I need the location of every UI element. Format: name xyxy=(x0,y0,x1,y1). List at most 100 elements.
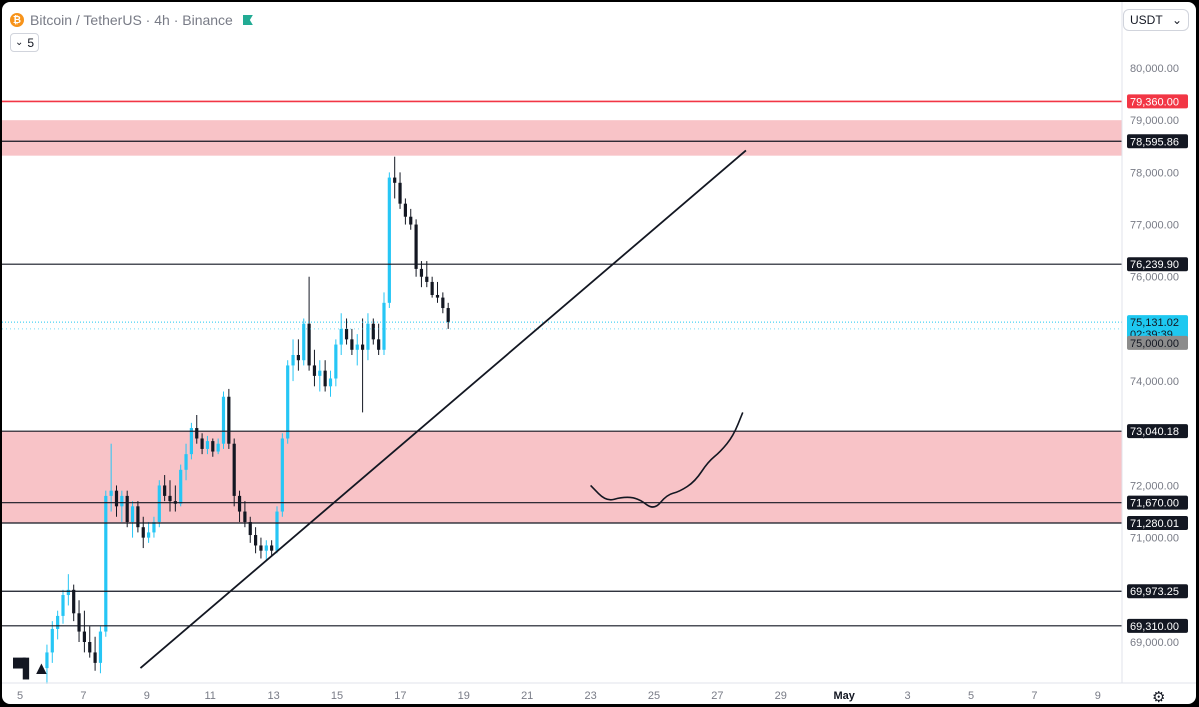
candle-body xyxy=(382,302,386,350)
last-price-label-bg xyxy=(1127,315,1188,342)
level-69310-label-bg xyxy=(1127,618,1188,633)
candle-body xyxy=(163,485,167,496)
candle-body xyxy=(66,589,70,596)
level-69973-label-bg xyxy=(1127,584,1188,599)
candle-body xyxy=(312,365,317,376)
chevron-down-icon: ⌄ xyxy=(1171,13,1182,27)
ascending-trendline xyxy=(139,149,747,669)
settings-gear-icon[interactable]: ⚙ xyxy=(1152,689,1166,704)
candle-body xyxy=(141,527,145,538)
candle-body xyxy=(114,490,119,507)
candle-body xyxy=(200,438,204,449)
y-tick-label: 78,000.00 xyxy=(1130,167,1179,179)
x-tick-label: 7 xyxy=(80,690,86,702)
market-open-flag-icon xyxy=(242,15,253,25)
level-78595-label: 78,595.86 xyxy=(1130,136,1179,148)
x-tick-label: 15 xyxy=(331,690,343,702)
candle-body xyxy=(227,396,231,444)
candle-body xyxy=(146,532,151,538)
y-tick-label: 72,000.00 xyxy=(1130,480,1179,492)
candle-body xyxy=(366,323,370,350)
candle-body xyxy=(323,370,327,387)
tradingview-logo-icon[interactable]: ▀▌▲ xyxy=(13,658,50,678)
candle-body xyxy=(328,378,333,387)
candle-body xyxy=(72,589,76,614)
candle-body xyxy=(56,615,60,629)
demand-zone xyxy=(2,431,1122,524)
candle-body xyxy=(61,595,65,616)
candle-body xyxy=(109,490,113,496)
symbol-header[interactable]: ₿ Bitcoin / TetherUS · 4h · Binance xyxy=(10,10,253,30)
candle-body xyxy=(253,535,258,546)
candle-body xyxy=(259,545,263,551)
x-tick-label: 23 xyxy=(584,690,596,702)
candle-body xyxy=(302,323,306,361)
candle-body xyxy=(125,495,129,522)
x-tick-label: 11 xyxy=(204,690,215,702)
level-71280-label-bg xyxy=(1127,516,1188,531)
candle-body xyxy=(446,308,450,323)
candle-body xyxy=(157,485,161,522)
x-tick-label: 9 xyxy=(144,690,150,702)
x-tick-label: 29 xyxy=(775,690,787,702)
y-tick-label: 69,000.00 xyxy=(1130,637,1179,649)
last-price-label: 75,131.02 xyxy=(1130,317,1179,329)
round-level-label-bg xyxy=(1127,335,1188,350)
candle-body xyxy=(237,495,242,512)
bitcoin-icon: ₿ xyxy=(10,13,24,27)
resistance-red-label: 79,360.00 xyxy=(1130,96,1179,108)
candle-body xyxy=(307,323,311,366)
candle-body xyxy=(120,495,124,507)
candle-body xyxy=(355,344,359,350)
candle-body xyxy=(435,294,440,298)
y-tick-label: 74,000.00 xyxy=(1130,376,1179,388)
indicators-count: 5 xyxy=(27,35,35,50)
candle-body xyxy=(291,355,295,366)
candle-body xyxy=(248,521,252,536)
candle-body xyxy=(280,438,284,512)
candle-body xyxy=(360,344,365,350)
level-76239-label: 76,239.90 xyxy=(1130,259,1179,271)
indicators-toggle-button[interactable]: ⌄ 5 xyxy=(10,33,40,52)
candle-body xyxy=(179,469,183,504)
level-71280-label: 71,280.01 xyxy=(1130,518,1179,530)
level-69310-label: 69,310.00 xyxy=(1130,621,1179,633)
candle-body xyxy=(339,328,343,345)
candle-body xyxy=(270,545,274,551)
candle-body xyxy=(403,203,407,217)
x-tick-label: 5 xyxy=(17,690,23,702)
candle-body xyxy=(441,297,445,309)
chevron-down-icon: ⌄ xyxy=(15,37,24,48)
x-tick-label: 17 xyxy=(394,690,406,702)
candle-body xyxy=(93,652,97,663)
candle-body xyxy=(130,506,135,522)
x-tick-label: 3 xyxy=(905,690,911,702)
candle-body xyxy=(350,339,354,350)
level-78595-label-bg xyxy=(1127,134,1188,149)
x-tick-label: 21 xyxy=(521,690,533,702)
candle-body xyxy=(211,441,215,452)
level-73040-label-bg xyxy=(1127,424,1188,439)
candle-body xyxy=(221,396,226,444)
level-71670-label-bg xyxy=(1127,495,1188,510)
x-tick-label: 27 xyxy=(711,690,723,702)
level-69973-label: 69,973.25 xyxy=(1130,586,1179,598)
candle-body xyxy=(216,443,220,452)
candle-body xyxy=(77,613,81,632)
y-tick-label: 79,000.00 xyxy=(1130,115,1179,127)
candle-body xyxy=(377,339,381,350)
candle-body xyxy=(184,454,188,470)
candle-body xyxy=(286,365,290,439)
resistance-red-label-bg xyxy=(1127,94,1188,109)
candle-body xyxy=(136,506,140,528)
y-tick-label: 77,000.00 xyxy=(1130,220,1179,232)
candle-body xyxy=(334,344,338,379)
candle-body xyxy=(45,652,49,669)
candle-body xyxy=(425,276,429,282)
x-tick-label: 9 xyxy=(1095,690,1101,702)
candle-body xyxy=(88,642,92,653)
currency-select[interactable]: USDT ⌄ xyxy=(1123,9,1189,31)
